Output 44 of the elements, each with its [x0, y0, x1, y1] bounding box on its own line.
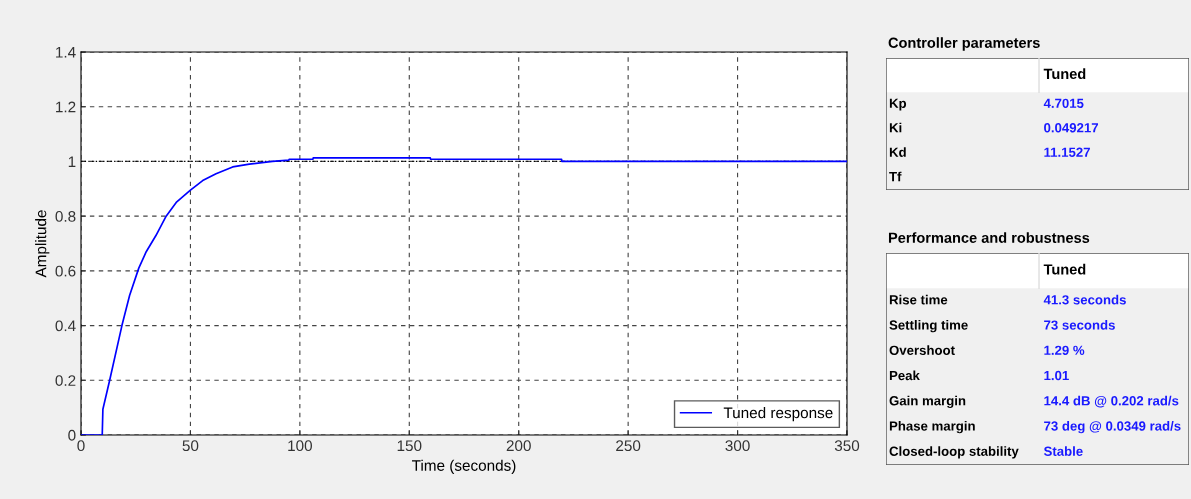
x-tick-label: 250 [616, 440, 641, 452]
text: Controller parameters [888, 37, 1040, 51]
y-tick-label: 1.4 [56, 47, 76, 58]
x-tick-label: 100 [288, 440, 313, 452]
x-axis-title: Time (seconds) [412, 459, 516, 474]
category-label: Ki [889, 122, 902, 133]
y-axis-title: Amplitude [35, 210, 50, 278]
category-label: Tuned [1043, 263, 1086, 275]
x-tick-label: 0 [77, 440, 85, 452]
x-tick-label: 300 [725, 440, 750, 452]
category-label: Overshoot [889, 345, 955, 355]
text: 73 deg @ 0.0349 rad/s [1044, 420, 1181, 434]
text: 41.3 seconds [1043, 294, 1126, 305]
y-tick-label: 0.4 [55, 320, 76, 332]
y-tick-label: 1.2 [56, 101, 76, 113]
y-tick-label: 0.6 [55, 265, 76, 277]
text: 1.29 % [1044, 345, 1085, 355]
text: 73 seconds [1044, 320, 1115, 330]
category-label: Kd [889, 147, 906, 157]
category-label: Settling time [889, 320, 968, 333]
category-label: Gain margin [889, 395, 966, 409]
text: 11.1527 [1044, 147, 1090, 157]
y-tick-label: 0.8 [55, 211, 76, 222]
text: 14.4 dB @ 0.202 rad/s [1044, 395, 1179, 408]
text: Stable [1043, 446, 1083, 456]
text: 1.01 [1044, 370, 1069, 381]
category-label: Tuned [1043, 68, 1086, 80]
category-label: Rise time [889, 294, 948, 305]
category-label: Closed-loop stability [889, 446, 1019, 459]
x-tick-label: 150 [397, 440, 422, 452]
category-label: Phase margin [889, 420, 975, 434]
legend-label: Tuned response [723, 407, 833, 422]
text: 0.049217 [1044, 123, 1099, 133]
y-tick-label: 0 [68, 429, 76, 441]
category-label: Tf [889, 171, 902, 182]
text: Performance and robustness [888, 232, 1090, 243]
x-tick-label: 50 [182, 440, 199, 452]
x-tick-label: 350 [834, 440, 860, 452]
y-tick-label: 0.2 [55, 375, 76, 386]
y-tick-label: 1 [68, 156, 76, 167]
category-label: Kp [889, 98, 907, 111]
category-label: Peak [889, 370, 920, 381]
text: 4.7015 [1043, 98, 1084, 108]
x-tick-label: 200 [506, 440, 531, 452]
